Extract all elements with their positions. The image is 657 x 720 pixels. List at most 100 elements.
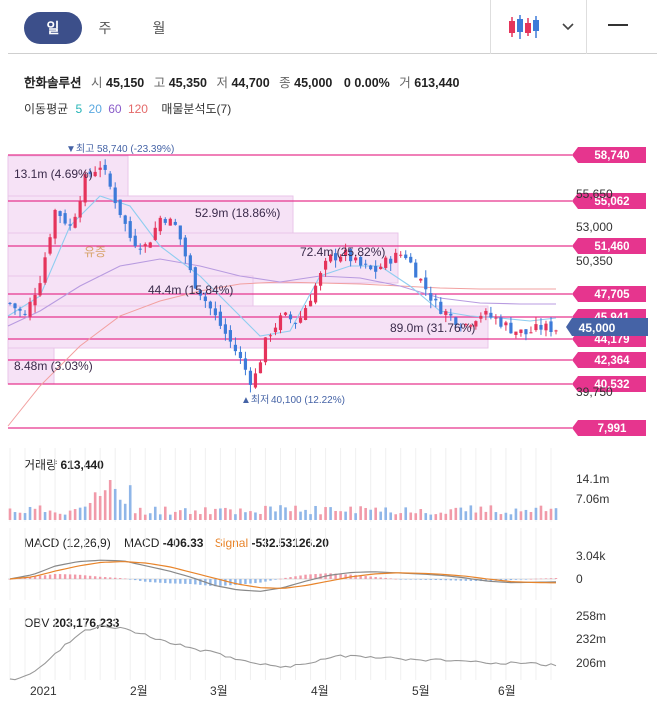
histogram-bar (424, 579, 427, 580)
ma-legend[interactable]: 이동평균 5 20 60 120 매물분석도(7) (24, 100, 231, 117)
volume-bar (534, 507, 538, 520)
candle (313, 283, 318, 305)
tab-monthly[interactable]: 월 (152, 20, 166, 36)
volume-bar (254, 512, 257, 520)
volume-bar (469, 505, 473, 520)
volume-bar (73, 509, 77, 520)
obv-chart[interactable]: 258m 232m 206m (0, 608, 657, 684)
volume-bar (544, 511, 548, 520)
candle (303, 305, 308, 321)
candle (128, 216, 132, 242)
divider (586, 0, 587, 54)
y-tick: 0 (576, 572, 583, 586)
volume-bar (123, 503, 127, 520)
level-label: 44,179 (594, 334, 629, 346)
volume-chart[interactable]: 14.1m 7.06m (0, 448, 657, 526)
histogram-bar (384, 577, 387, 579)
volume-bar (439, 512, 443, 520)
open-price: 45,150 (106, 76, 145, 90)
volume-bar (459, 507, 463, 520)
candle (534, 317, 538, 332)
histogram-bar (119, 578, 122, 579)
candle (98, 161, 102, 178)
histogram-bar (108, 577, 112, 579)
obv-panel-label: OBV 203,176,233 (24, 616, 120, 630)
candle (454, 316, 458, 328)
macd-chart[interactable]: 3.04k 0 (0, 528, 657, 604)
volume-bar (53, 512, 57, 520)
candle (133, 228, 137, 249)
volume-bar (179, 510, 182, 520)
candle (384, 255, 388, 270)
volume-bar (359, 506, 362, 520)
x-tick: 3월 (210, 684, 228, 698)
histogram-bar (549, 578, 553, 579)
candle (263, 337, 268, 366)
volume-bar (259, 513, 262, 520)
volume-bar (88, 502, 92, 520)
vp-label: 52.9m (18.86%) (195, 206, 280, 220)
histogram-bar (404, 579, 407, 580)
volume-bar (103, 490, 107, 520)
volume-bar (509, 514, 513, 520)
histogram-bar (339, 573, 342, 579)
volume-bar (499, 514, 503, 520)
candle (374, 260, 378, 279)
volume-bar (319, 514, 322, 520)
candle (379, 263, 383, 270)
candle (138, 243, 142, 255)
candle (509, 317, 513, 334)
histogram-bar (394, 578, 397, 580)
volume-bar (449, 509, 453, 520)
menu-icon[interactable] (608, 24, 628, 26)
histogram-bar (314, 574, 317, 579)
candle (444, 308, 448, 323)
histogram-bar (504, 579, 508, 581)
volume-panel-label: 거래량 613,440 (24, 458, 104, 472)
vp-label: 89.0m (31.76%) (390, 321, 475, 335)
histogram-bar (334, 573, 337, 579)
vp-label: 8.48m (3.03%) (14, 359, 93, 373)
volume-bar (148, 513, 152, 520)
volume-bar (454, 507, 458, 520)
volume-bar (264, 505, 267, 520)
histogram-bar (159, 579, 162, 583)
histogram-bar (534, 578, 538, 580)
macd-line (9, 559, 557, 592)
candle (434, 294, 438, 308)
candle (474, 320, 478, 330)
tab-daily[interactable]: 일 (24, 12, 82, 44)
candle (103, 159, 107, 175)
ma-60-line (7, 258, 556, 327)
volume-bar (98, 495, 102, 520)
volume-bar (143, 514, 147, 520)
histogram-bar (8, 579, 12, 580)
candle (233, 337, 238, 356)
candle (123, 214, 127, 232)
volume-bar (18, 512, 22, 520)
obv-line (9, 624, 557, 681)
tab-weekly[interactable]: 주 (98, 20, 112, 36)
candle (484, 308, 488, 321)
svg-text:▲최저: ▲최저 (241, 394, 269, 406)
volume-bar (504, 512, 508, 520)
candle (479, 312, 483, 323)
volume-bar (78, 507, 82, 520)
volume-bar (489, 505, 493, 520)
histogram-bar (459, 579, 463, 581)
candlestick-chart[interactable]: 58,740 55,062 51,460 47,705 45,941 44,17… (0, 136, 657, 446)
volume-bar (269, 506, 272, 520)
candle (118, 199, 122, 218)
y-tick: 50,350 (576, 254, 613, 268)
volume-bar (158, 514, 162, 520)
histogram-bar (98, 576, 102, 579)
volume-bar (63, 514, 67, 520)
y-tick: 39,750 (576, 385, 613, 399)
volume-bar (464, 511, 468, 520)
volume-bar (344, 511, 347, 520)
chart-type-button[interactable] (504, 12, 594, 42)
volume-profile-box (7, 232, 399, 284)
x-tick: 4월 (311, 684, 329, 698)
candle (33, 287, 37, 313)
histogram-bar (73, 574, 77, 579)
